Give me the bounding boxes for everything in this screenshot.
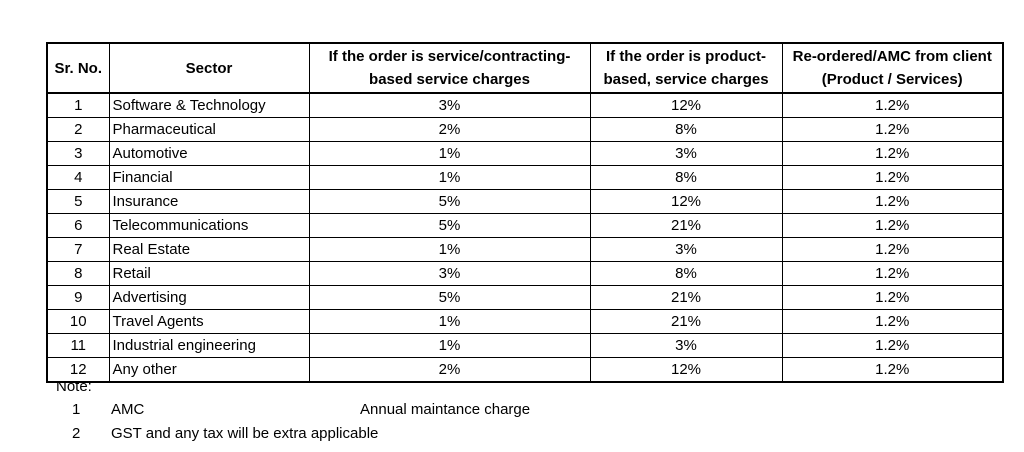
service-charge-cell: 1% <box>308 237 591 262</box>
service-charge-cell: 5% <box>308 189 591 214</box>
product-charge-cell: 12% <box>589 357 783 383</box>
header-service-line1: If the order is service/contracting- <box>328 48 571 65</box>
reorder-amc-cell: 1.2% <box>781 189 1004 214</box>
reorder-amc-cell: 1.2% <box>781 92 1004 118</box>
reorder-amc-cell: 1.2% <box>781 117 1004 142</box>
service-charge-cell: 3% <box>308 261 591 286</box>
sr-no-cell: 9 <box>46 285 110 310</box>
service-charge-cell: 5% <box>308 213 591 238</box>
service-charges-table: Sr. No. Sector If the order is service/c… <box>46 42 1004 383</box>
product-charge-cell: 12% <box>589 189 783 214</box>
table-row: 3 Automotive 1% 3% 1.2% <box>46 141 1004 166</box>
product-charge-cell: 3% <box>589 141 783 166</box>
product-charge-cell: 21% <box>589 213 783 238</box>
header-sr-no: Sr. No. <box>46 42 110 94</box>
sector-cell: Financial <box>108 165 310 190</box>
header-product-line2: based, service charges <box>603 71 769 88</box>
service-charge-cell: 1% <box>308 165 591 190</box>
header-reorder-amc: Re-ordered/AMC from client (Product / Se… <box>781 42 1004 94</box>
sr-no-cell: 1 <box>46 92 110 118</box>
sector-cell: Automotive <box>108 141 310 166</box>
sr-no-cell: 2 <box>46 117 110 142</box>
reorder-amc-cell: 1.2% <box>781 285 1004 310</box>
sector-cell: Industrial engineering <box>108 333 310 358</box>
header-service-line2: based service charges <box>369 71 530 88</box>
sr-no-cell: 3 <box>46 141 110 166</box>
table-row: 8 Retail 3% 8% 1.2% <box>46 261 1004 286</box>
header-sector: Sector <box>108 42 310 94</box>
reorder-amc-cell: 1.2% <box>781 141 1004 166</box>
note-number: 2 <box>72 425 81 442</box>
header-row: Sr. No. Sector If the order is service/c… <box>46 42 1004 94</box>
product-charge-cell: 12% <box>589 92 783 118</box>
header-service-charges: If the order is service/contracting- bas… <box>308 42 591 94</box>
note-item: 1 AMC Annual maintance charge <box>56 398 530 422</box>
sector-cell: Telecommunications <box>108 213 310 238</box>
notes-section: Note: 1 AMC Annual maintance charge 2 GS… <box>56 375 530 446</box>
service-charge-cell: 2% <box>308 357 591 383</box>
table-row: 9 Advertising 5% 21% 1.2% <box>46 285 1004 310</box>
header-reorder-line2: (Product / Services) <box>821 71 963 88</box>
sr-no-cell: 6 <box>46 213 110 238</box>
note-item: 2 GST and any tax will be extra applicab… <box>56 422 378 446</box>
service-charge-cell: 1% <box>308 333 591 358</box>
product-charge-cell: 8% <box>589 261 783 286</box>
table-row: 12 Any other 2% 12% 1.2% <box>46 357 1004 383</box>
sr-no-cell: 12 <box>46 357 110 383</box>
product-charge-cell: 8% <box>589 165 783 190</box>
sr-no-cell: 10 <box>46 309 110 334</box>
product-charge-cell: 3% <box>589 333 783 358</box>
service-charge-cell: 1% <box>308 309 591 334</box>
sr-no-cell: 11 <box>46 333 110 358</box>
table-row: 7 Real Estate 1% 3% 1.2% <box>46 237 1004 262</box>
reorder-amc-cell: 1.2% <box>781 357 1004 383</box>
note-number: 1 <box>72 401 81 418</box>
rates-table-container: Sr. No. Sector If the order is service/c… <box>46 42 1004 383</box>
reorder-amc-cell: 1.2% <box>781 213 1004 238</box>
service-charge-cell: 1% <box>308 141 591 166</box>
table-row: 5 Insurance 5% 12% 1.2% <box>46 189 1004 214</box>
product-charge-cell: 3% <box>589 237 783 262</box>
product-charge-cell: 21% <box>589 309 783 334</box>
header-product-charges: If the order is product- based, service … <box>589 42 783 94</box>
table-row: 4 Financial 1% 8% 1.2% <box>46 165 1004 190</box>
header-product-line1: If the order is product- <box>605 48 766 65</box>
notes-title: Note: <box>56 378 92 395</box>
reorder-amc-cell: 1.2% <box>781 333 1004 358</box>
service-charge-cell: 3% <box>308 92 591 118</box>
header-reorder-line1: Re-ordered/AMC from client <box>792 48 992 65</box>
table-body: 1 Software & Technology 3% 12% 1.2% 2 Pharmace… <box>46 92 1004 383</box>
table-row: 2 Pharmaceutical 2% 8% 1.2% <box>46 117 1004 142</box>
product-charge-cell: 8% <box>589 117 783 142</box>
reorder-amc-cell: 1.2% <box>781 309 1004 334</box>
table-row: 1 Software & Technology 3% 12% 1.2% <box>46 92 1004 118</box>
table-header: Sr. No. Sector If the order is service/c… <box>46 42 1004 94</box>
sector-cell: Pharmaceutical <box>108 117 310 142</box>
service-charge-cell: 2% <box>308 117 591 142</box>
sector-cell: Insurance <box>108 189 310 214</box>
service-charge-cell: 5% <box>308 285 591 310</box>
sr-no-cell: 7 <box>46 237 110 262</box>
table-row: 11 Industrial engineering 1% 3% 1.2% <box>46 333 1004 358</box>
reorder-amc-cell: 1.2% <box>781 165 1004 190</box>
table-row: 6 Telecommunications 5% 21% 1.2% <box>46 213 1004 238</box>
sector-cell: Any other <box>108 357 310 383</box>
sector-cell: Retail <box>108 261 310 286</box>
sector-cell: Real Estate <box>108 237 310 262</box>
sr-no-cell: 5 <box>46 189 110 214</box>
note-text: AMC <box>111 401 145 418</box>
reorder-amc-cell: 1.2% <box>781 261 1004 286</box>
note-description: Annual maintance charge <box>360 401 531 418</box>
sr-no-cell: 8 <box>46 261 110 286</box>
reorder-amc-cell: 1.2% <box>781 237 1004 262</box>
sector-cell: Travel Agents <box>108 309 310 334</box>
table-row: 10 Travel Agents 1% 21% 1.2% <box>46 309 1004 334</box>
sector-cell: Advertising <box>108 285 310 310</box>
sector-cell: Software & Technology <box>108 92 310 118</box>
product-charge-cell: 21% <box>589 285 783 310</box>
note-text: GST and any tax will be extra applicable <box>111 425 379 442</box>
sr-no-cell: 4 <box>46 165 110 190</box>
